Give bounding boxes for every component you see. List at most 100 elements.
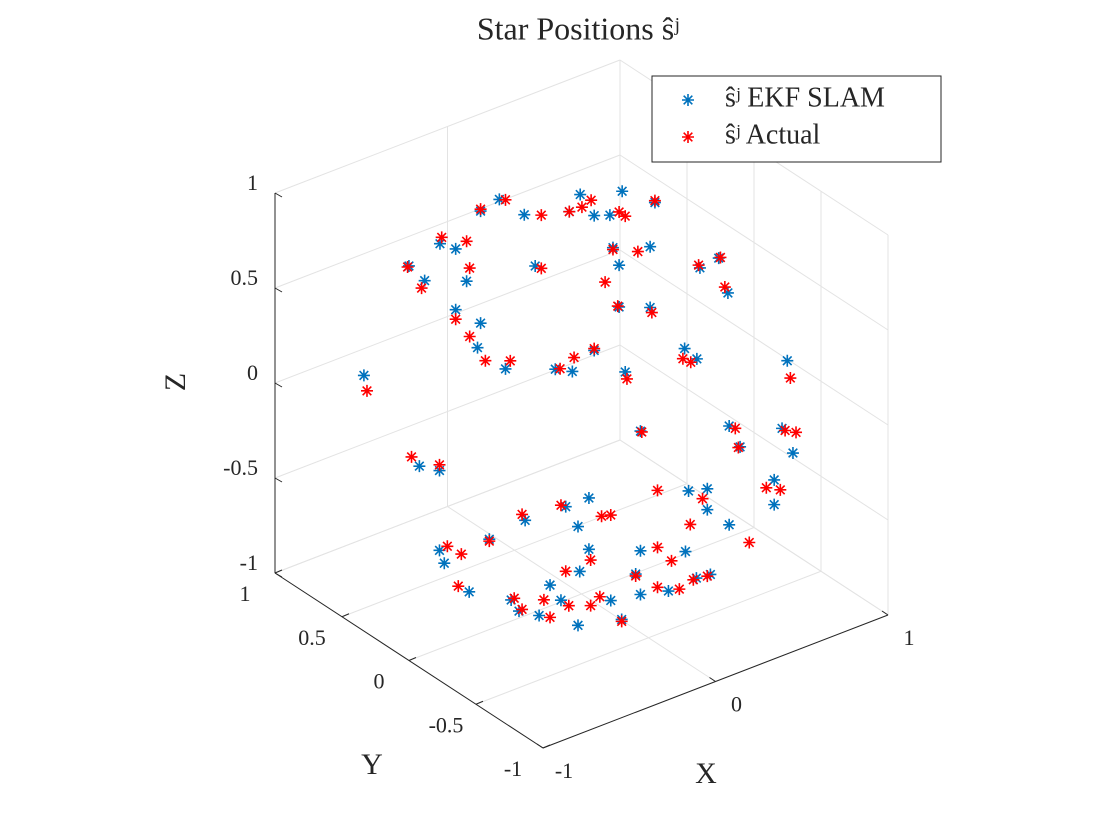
- y-tick: [542, 744, 551, 749]
- point: [535, 262, 548, 275]
- grid-line: [274, 249, 621, 384]
- point: [438, 557, 451, 570]
- x-tick-label: 1: [904, 625, 915, 650]
- point: [452, 580, 465, 593]
- point: [662, 585, 675, 598]
- x-tick-label: -1: [555, 758, 573, 783]
- point: [474, 317, 487, 330]
- point: [505, 593, 518, 606]
- point: [463, 262, 476, 275]
- point: [582, 491, 595, 504]
- z-tick-label: 1: [247, 170, 258, 195]
- point: [574, 188, 587, 201]
- point: [620, 372, 633, 385]
- point: [790, 426, 803, 439]
- point: [582, 543, 595, 556]
- grid-line: [475, 570, 822, 705]
- grid-line: [408, 527, 755, 661]
- point: [701, 482, 714, 495]
- point: [401, 260, 414, 273]
- point: [613, 259, 626, 272]
- point: [613, 205, 626, 218]
- point: [723, 518, 736, 531]
- z-tick-label: 0.5: [231, 265, 259, 290]
- point: [631, 245, 644, 258]
- y-tick: [274, 569, 283, 574]
- point: [690, 572, 703, 585]
- point: [405, 450, 418, 463]
- point: [566, 365, 579, 378]
- point: [651, 581, 664, 594]
- point: [360, 384, 373, 397]
- point: [585, 194, 598, 207]
- y-tick-label: -0.5: [429, 712, 464, 737]
- point: [559, 565, 572, 578]
- z-tick-label: 0: [247, 360, 258, 385]
- point: [644, 240, 657, 253]
- x-tick: [709, 677, 716, 682]
- y-tick-label: 1: [240, 581, 251, 606]
- point: [768, 498, 781, 511]
- x-tick: [536, 743, 544, 749]
- point: [474, 203, 487, 216]
- point: [593, 590, 606, 603]
- x-tick-label: 0: [731, 692, 742, 717]
- point: [676, 352, 689, 365]
- point: [743, 536, 756, 549]
- point: [732, 441, 745, 454]
- z-tick-label: -0.5: [223, 455, 258, 480]
- point: [433, 544, 446, 557]
- point: [513, 605, 525, 618]
- point: [508, 592, 521, 605]
- point: [449, 313, 462, 326]
- point: [723, 419, 736, 432]
- legend-label: ŝʲ Actual: [725, 119, 821, 150]
- point: [644, 301, 657, 314]
- y-tick-label: 0.5: [298, 625, 326, 650]
- point: [611, 300, 624, 313]
- point: [616, 185, 629, 198]
- point: [588, 209, 601, 222]
- y-tick: [408, 657, 417, 661]
- point: [784, 372, 797, 385]
- point: [651, 484, 664, 497]
- point: [516, 508, 529, 521]
- y-tick: [475, 700, 484, 705]
- point: [696, 492, 709, 505]
- point: [572, 619, 585, 632]
- point: [604, 509, 617, 522]
- y-tick: [341, 613, 350, 618]
- legend-box: [651, 75, 942, 163]
- point: [435, 231, 448, 244]
- point: [606, 243, 619, 256]
- legend-marker: [682, 131, 694, 143]
- legend-label: ŝʲ EKF SLAM: [725, 82, 885, 113]
- point: [463, 585, 476, 598]
- point: [774, 483, 787, 496]
- point: [519, 514, 532, 527]
- grid-line: [274, 154, 621, 289]
- point: [684, 356, 697, 369]
- point: [714, 251, 727, 264]
- point: [604, 594, 617, 607]
- point: [634, 544, 647, 557]
- point: [413, 460, 426, 473]
- chart-title: Star Positions ŝʲ: [477, 10, 679, 46]
- point: [433, 237, 446, 250]
- point: [493, 193, 506, 206]
- point: [418, 274, 431, 287]
- point: [665, 554, 678, 567]
- legend-marker: [682, 94, 694, 106]
- point: [573, 565, 586, 578]
- grid-line: [341, 483, 688, 618]
- grid-line: [619, 439, 889, 616]
- point: [648, 194, 661, 207]
- point: [615, 615, 628, 628]
- z-tick: [274, 287, 283, 293]
- point: [619, 365, 632, 378]
- grid-line: [619, 344, 889, 521]
- point: [645, 306, 658, 319]
- point: [544, 579, 557, 592]
